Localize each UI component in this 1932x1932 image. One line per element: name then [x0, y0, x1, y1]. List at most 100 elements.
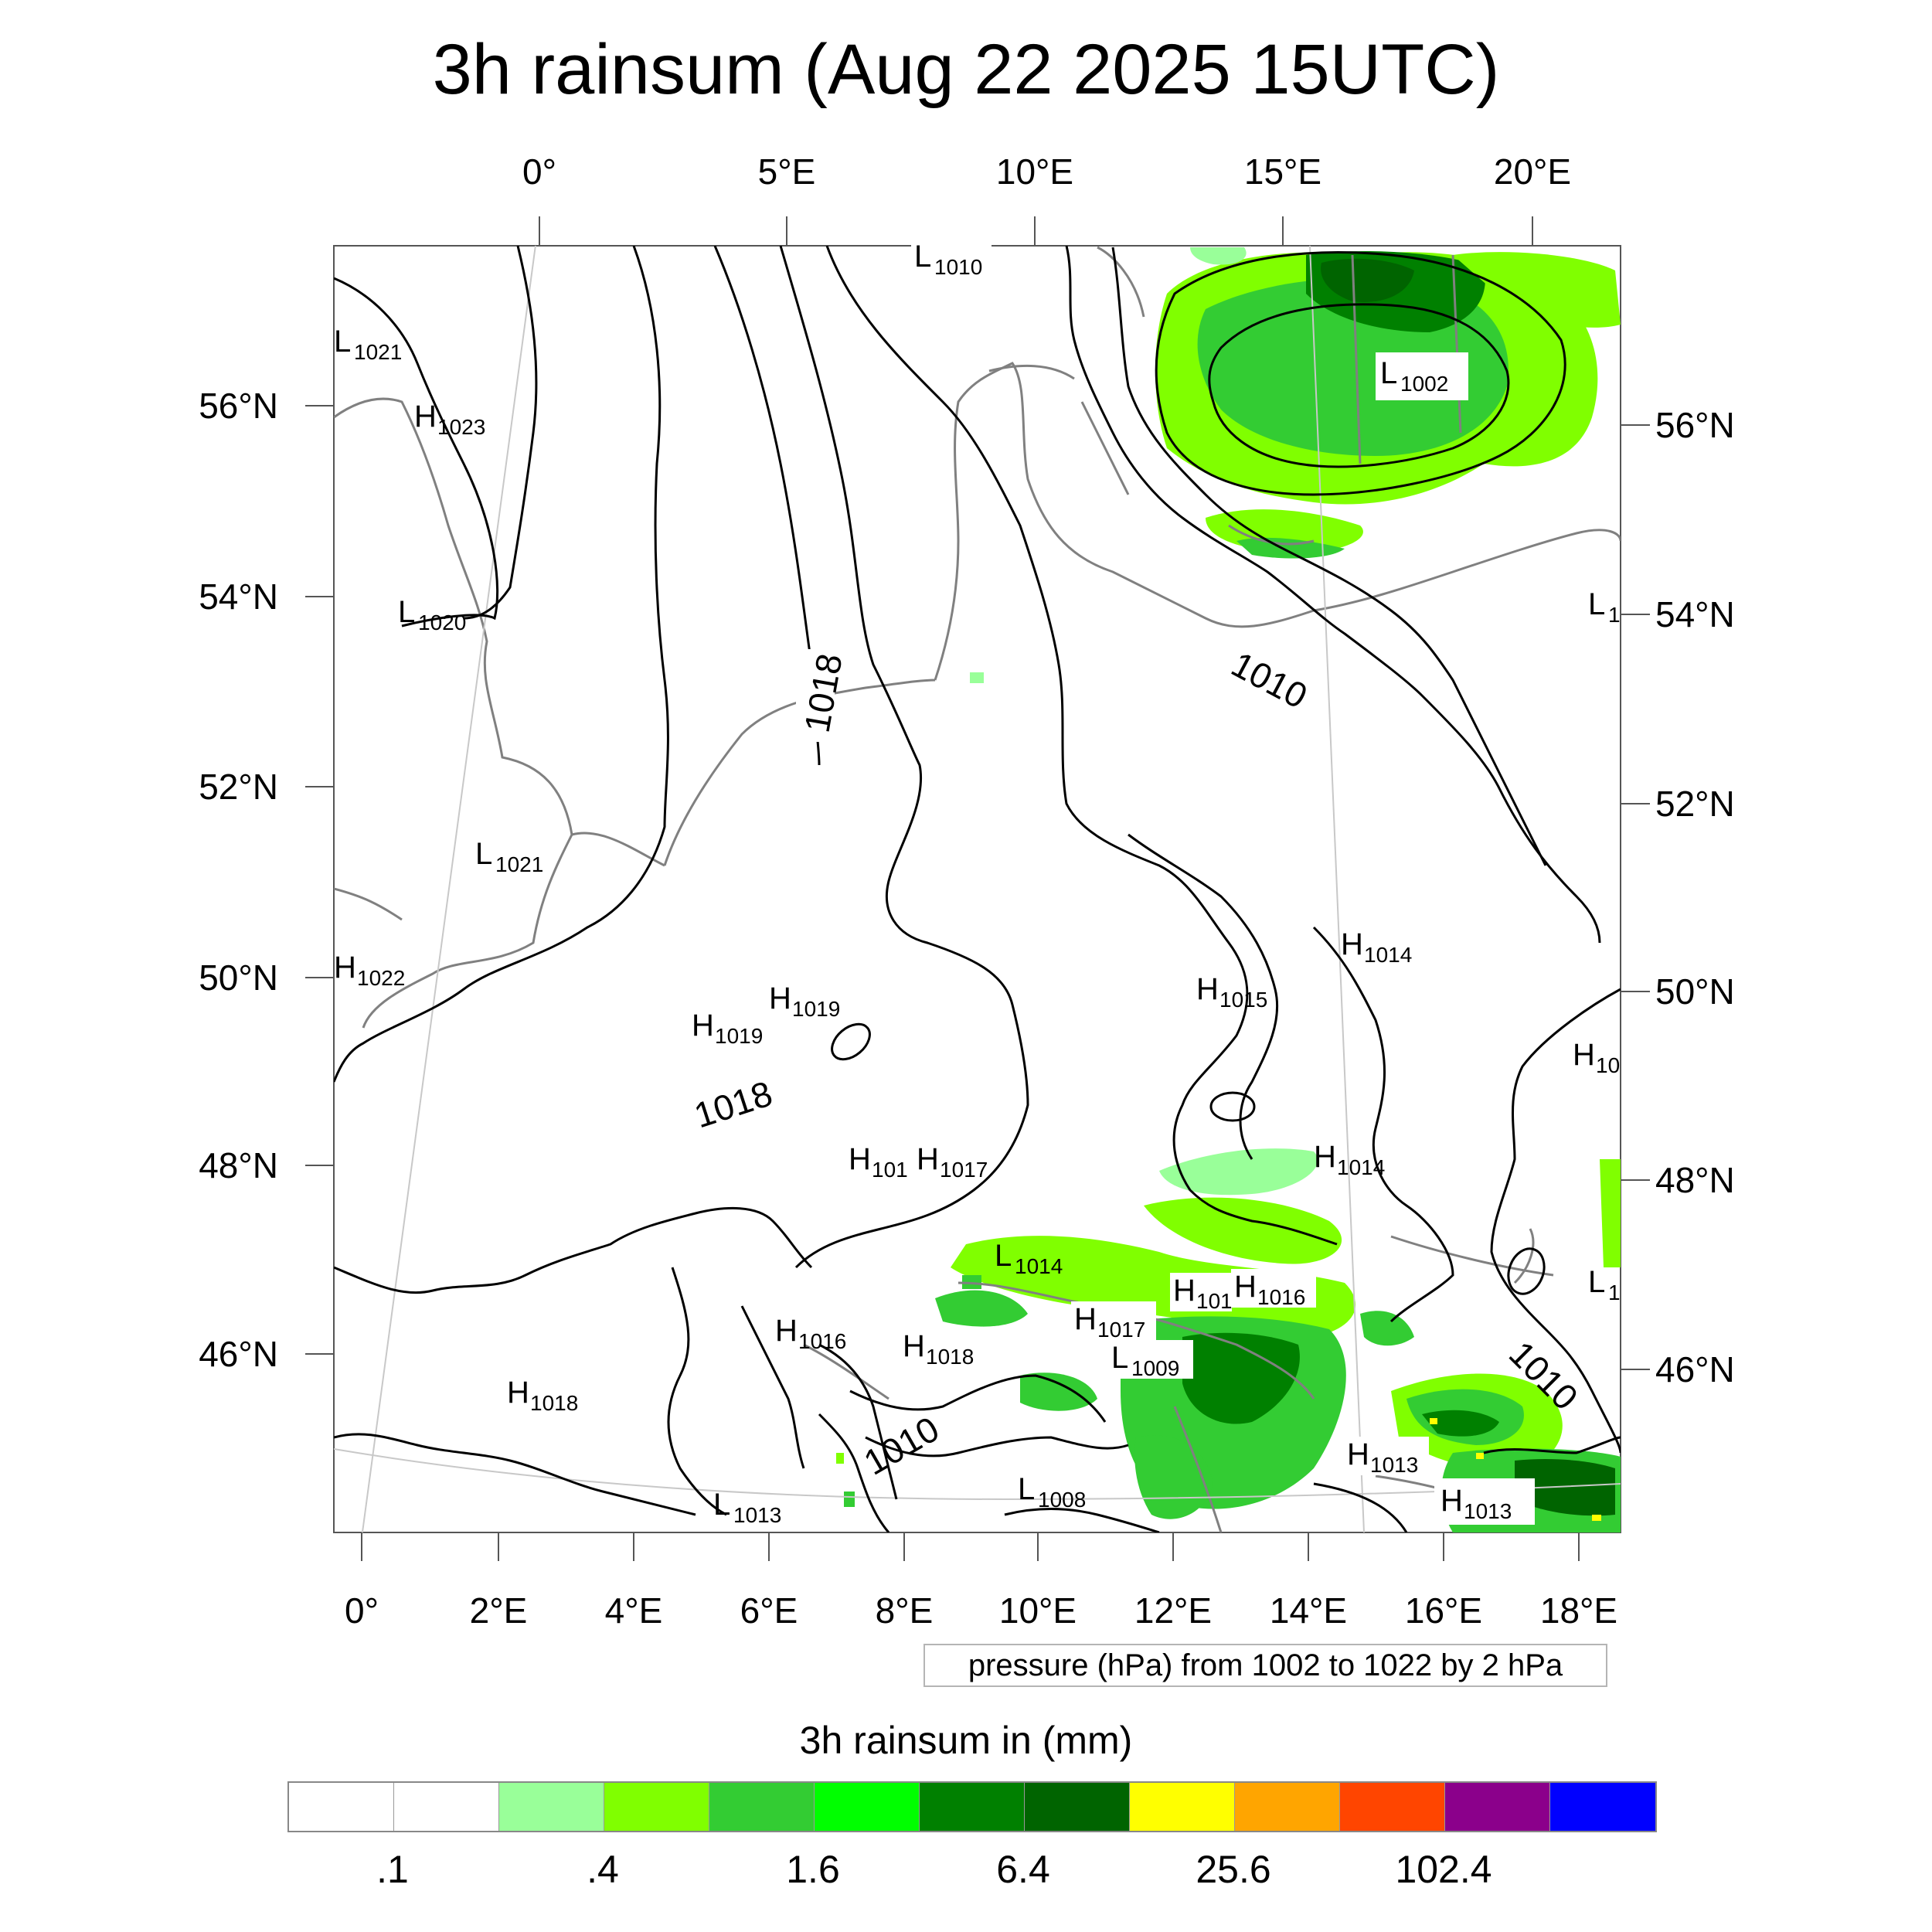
colorbar — [287, 1781, 1657, 1832]
right-lat-label: 50°N — [1655, 971, 1735, 1012]
bottom-lon-label: 12°E — [1134, 1590, 1212, 1631]
colorbar-swatch — [1445, 1783, 1550, 1831]
bottom-lon-label: 6°E — [740, 1590, 798, 1631]
left-lat-label: 56°N — [199, 386, 278, 426]
top-lon-label: 0° — [522, 151, 556, 192]
low-center-1008: L 1008 — [1018, 1472, 1086, 1512]
colorbar-swatch — [709, 1783, 815, 1831]
svg-text:1010: 1010 — [934, 255, 982, 279]
svg-text:L: L — [713, 1488, 730, 1522]
high-center-1018-alps: H 1018 — [900, 1328, 985, 1369]
svg-text:H: H — [849, 1142, 871, 1176]
colorbar-swatch — [920, 1783, 1025, 1831]
svg-text:H: H — [903, 1329, 925, 1363]
svg-text:H: H — [917, 1142, 939, 1176]
high-center-1014-north: H 1014 — [1341, 927, 1412, 967]
high-center-1023: H 1023 — [414, 400, 485, 439]
svg-text:H: H — [507, 1376, 529, 1410]
high-center-1013-adriatic: H 1013 — [1344, 1437, 1429, 1477]
svg-text:1019: 1019 — [792, 997, 840, 1021]
low-center-1002: L 1002 — [1376, 352, 1468, 400]
left-lat-label: 50°N — [199, 957, 278, 998]
high-center-1013-east: H 1013 — [1434, 1478, 1535, 1525]
low-center-1010: L 1010 — [911, 236, 992, 279]
svg-text:H: H — [1314, 1140, 1336, 1174]
high-center-1017-alps: H 1017 — [1071, 1301, 1156, 1342]
colorbar-title: 3h rainsum in (mm) — [799, 1719, 1133, 1762]
low-center-1014: L 1014 — [995, 1239, 1063, 1278]
high-center-east-10: H 10 — [1573, 1038, 1620, 1077]
svg-text:1009: 1009 — [1131, 1356, 1179, 1380]
svg-text:1021: 1021 — [354, 340, 402, 364]
left-lat-label: 46°N — [199, 1334, 278, 1374]
colorbar-tick-label: 6.4 — [996, 1848, 1050, 1891]
svg-text:H: H — [1173, 1274, 1196, 1308]
high-center-1016-west: H 1016 — [775, 1314, 846, 1353]
svg-text:H: H — [769, 981, 791, 1015]
svg-text:L: L — [334, 325, 351, 359]
bottom-lon-label: 8°E — [876, 1590, 934, 1631]
svg-text:1022: 1022 — [357, 966, 405, 990]
svg-text:1023: 1023 — [437, 415, 485, 439]
high-center-1018-west: H 1018 — [507, 1376, 578, 1415]
colorbar-tick-label: 25.6 — [1196, 1848, 1271, 1891]
svg-text:H: H — [1440, 1484, 1463, 1518]
svg-text:H: H — [692, 1009, 714, 1043]
low-center-1009: L 1009 — [1108, 1340, 1193, 1380]
svg-text:H: H — [1196, 972, 1219, 1006]
bottom-lon-label: 4°E — [605, 1590, 663, 1631]
svg-text:L: L — [475, 837, 492, 871]
left-lat-label: 52°N — [199, 767, 278, 807]
left-lat-label: 54°N — [199, 577, 278, 617]
svg-text:10: 10 — [1596, 1053, 1620, 1077]
svg-text:L: L — [1018, 1472, 1035, 1506]
low-center-1013: L 1013 — [713, 1488, 781, 1527]
right-lat-label: 48°N — [1655, 1160, 1735, 1200]
colorbar-tick-label: .4 — [587, 1848, 619, 1891]
svg-text:101: 101 — [872, 1158, 908, 1182]
high-center-1016-alps: H 1016 — [1231, 1269, 1316, 1309]
svg-text:H: H — [1074, 1302, 1097, 1336]
bottom-lon-label: 0° — [345, 1590, 379, 1631]
rain-area-north — [970, 247, 1621, 683]
svg-text:1016: 1016 — [798, 1329, 846, 1353]
svg-text:1021: 1021 — [495, 852, 543, 876]
colorbar-swatch — [394, 1783, 499, 1831]
bottom-lon-label: 18°E — [1540, 1590, 1617, 1631]
svg-text:H: H — [1347, 1437, 1369, 1471]
svg-text:1016: 1016 — [1257, 1285, 1305, 1309]
right-lat-label: 52°N — [1655, 784, 1735, 824]
high-center-1019-east: H 1019 — [769, 981, 840, 1021]
right-lat-label: 54°N — [1655, 594, 1735, 634]
bottom-lon-label: 10°E — [999, 1590, 1077, 1631]
high-center-1019-west: H 1019 — [692, 1009, 763, 1048]
top-lon-label: 10°E — [996, 151, 1073, 192]
colorbar-swatch — [499, 1783, 604, 1831]
colorbar-swatch — [289, 1783, 394, 1831]
colorbar-swatch — [1025, 1783, 1130, 1831]
svg-text:1020: 1020 — [418, 611, 466, 634]
svg-text:1: 1 — [1608, 603, 1621, 627]
svg-text:H: H — [1341, 927, 1363, 961]
map-title: 3h rainsum (Aug 22 2025 15UTC) — [432, 30, 1500, 109]
colorbar-tick-label: .1 — [376, 1848, 409, 1891]
left-lat-label: 48°N — [199, 1145, 278, 1185]
right-lat-label: 46°N — [1655, 1349, 1735, 1389]
svg-text:1013: 1013 — [733, 1503, 781, 1527]
svg-text:1017: 1017 — [1097, 1318, 1145, 1342]
bottom-lon-label: 2°E — [470, 1590, 528, 1631]
svg-text:1017: 1017 — [940, 1158, 988, 1182]
svg-text:1008: 1008 — [1038, 1488, 1086, 1512]
svg-text:1: 1 — [1608, 1281, 1621, 1304]
svg-text:L: L — [1588, 1265, 1605, 1299]
tick-marks — [305, 216, 1650, 1561]
svg-text:H: H — [775, 1314, 798, 1348]
colorbar-swatch — [1130, 1783, 1235, 1831]
svg-text:1018: 1018 — [530, 1391, 578, 1415]
bottom-lon-label: 14°E — [1270, 1590, 1347, 1631]
isobars — [334, 246, 1621, 1532]
